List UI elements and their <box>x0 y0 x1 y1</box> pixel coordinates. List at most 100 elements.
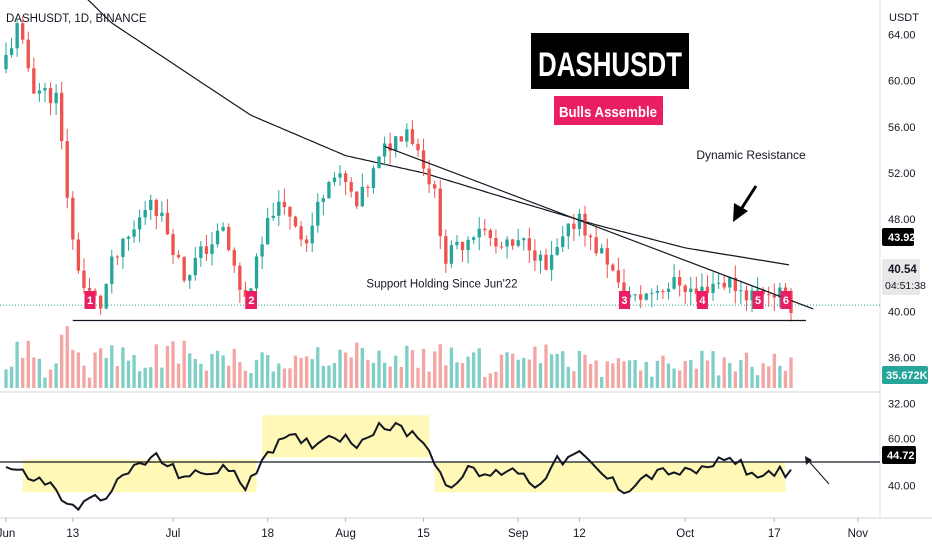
volume-bar <box>611 363 615 388</box>
candle-body <box>483 228 487 231</box>
rsi-value-tag <box>882 446 916 464</box>
candle-body <box>672 277 676 289</box>
volume-bar <box>622 361 626 388</box>
volume-label: 35.672K <box>886 370 928 382</box>
candle-body <box>600 248 604 254</box>
candle-body <box>355 191 359 207</box>
time-tick-label: Sep <box>508 528 528 540</box>
volume-bar <box>254 359 259 388</box>
candle-body <box>700 286 704 294</box>
volume-bar <box>310 359 314 388</box>
volume-bar <box>15 341 19 388</box>
volume-bar <box>115 366 120 388</box>
rsi-highlight-zones <box>22 415 786 493</box>
volume-bar <box>761 363 765 388</box>
candle-body <box>260 244 264 257</box>
volume-tag <box>882 366 928 384</box>
time-axis-ticks[interactable]: Jun 13 Jul 18 Aug 15 Sep 12 Oct 17 Nov <box>0 518 868 540</box>
candle-body <box>265 217 270 245</box>
candle-body <box>644 293 648 300</box>
touch-marker-label: 3 <box>621 295 627 307</box>
volume-bar <box>561 351 565 388</box>
price-axis-ticks[interactable]: 64.0060.0056.0052.0048.0044.0040.0036.00… <box>888 30 916 411</box>
volume-bar <box>65 326 69 388</box>
candle-body <box>293 216 298 227</box>
time-tick-label: 13 <box>66 528 79 540</box>
volume-bar <box>9 366 14 388</box>
volume-bar <box>549 354 554 388</box>
volume-bar <box>204 370 209 388</box>
volume-bar <box>410 350 415 388</box>
candle-body <box>21 23 25 40</box>
price-tick-label: 52.00 <box>888 168 916 180</box>
volume-bar <box>394 355 398 388</box>
candle-body <box>633 294 637 296</box>
touch-marker-label: 1 <box>87 295 93 307</box>
candle-body <box>722 282 726 288</box>
volume-bar <box>433 351 437 388</box>
volume-bar <box>494 371 498 388</box>
volume-bar <box>505 352 509 388</box>
rsi-highlight-zone <box>22 459 257 493</box>
volume-bar <box>277 363 281 388</box>
volume-bar <box>449 347 454 388</box>
candle-body <box>427 168 431 185</box>
volume-bar <box>199 363 203 388</box>
candle-body <box>310 225 314 244</box>
candle-body <box>4 54 8 70</box>
candle-body <box>394 136 398 151</box>
volume-bar <box>48 369 53 388</box>
volume-bar <box>644 361 648 388</box>
candle-body <box>126 236 131 239</box>
candle-body <box>421 150 426 169</box>
volume-bar <box>377 350 381 388</box>
volume-bar <box>126 360 131 388</box>
candle-body <box>171 234 175 255</box>
volume-bar <box>332 363 337 388</box>
candle-body <box>460 241 465 251</box>
candle-body <box>143 209 147 218</box>
volume-bar <box>304 356 309 388</box>
volume-bar <box>193 358 197 388</box>
candle-body <box>410 129 415 144</box>
candle-body <box>605 248 609 265</box>
candle-body <box>755 289 760 291</box>
rsi-tick-label: 40.00 <box>888 480 916 492</box>
candle-body <box>622 282 626 298</box>
candle-body <box>54 92 58 104</box>
candle-body <box>661 291 665 293</box>
volume-bar <box>293 355 298 388</box>
candle-body <box>332 177 337 183</box>
candle-body <box>655 291 660 293</box>
candle-body <box>382 143 387 157</box>
candle-body <box>388 143 392 151</box>
time-tick-label: Jul <box>166 528 181 540</box>
volume-bar <box>87 377 92 388</box>
candle-body <box>689 288 693 293</box>
candle-body <box>160 212 164 216</box>
candle-body <box>577 213 582 230</box>
volume-bar <box>382 362 387 388</box>
touch-marker-label: 6 <box>783 295 789 307</box>
touch-marker <box>752 291 764 309</box>
candle-body <box>149 199 153 210</box>
candle-body <box>650 292 654 294</box>
candle-body <box>137 217 142 230</box>
volume-bar <box>110 345 114 388</box>
price-tick-label: 32.00 <box>888 399 916 411</box>
volume-bar <box>98 348 103 388</box>
candle-body <box>639 294 643 300</box>
volume-bar <box>572 371 576 388</box>
volume-bar <box>355 342 359 388</box>
volume-bar <box>360 347 364 388</box>
time-tick-label: Nov <box>848 528 869 540</box>
candle-body <box>121 238 125 258</box>
volume-bar <box>338 349 342 388</box>
volume-bar <box>60 334 64 388</box>
rsi-axis-ticks[interactable]: 60.00 40.00 <box>888 434 916 493</box>
candle-body <box>349 182 353 192</box>
volume-bar <box>405 345 409 388</box>
candle-body <box>750 290 754 301</box>
